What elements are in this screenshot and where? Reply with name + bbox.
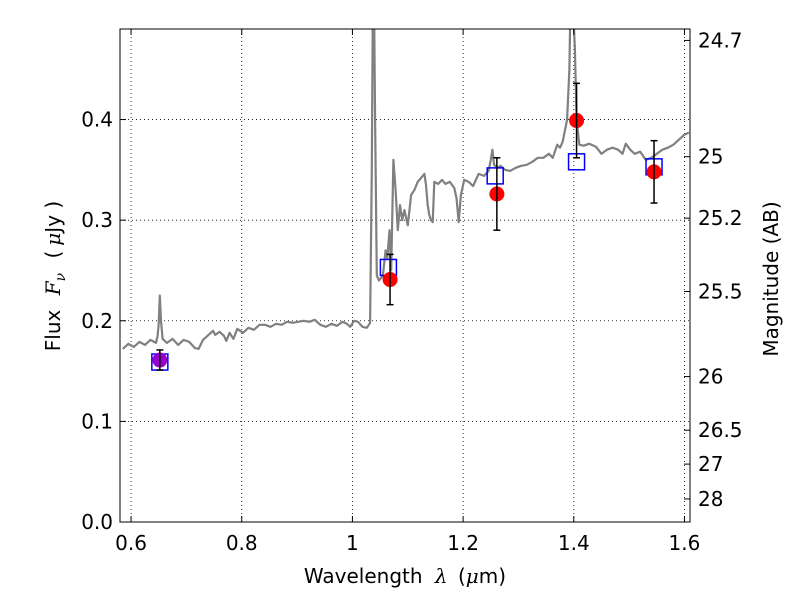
x-tick-label: 1.6 [669,531,701,555]
x-tick-label: 0.8 [226,531,258,555]
y2-tick-label: 25 [698,145,723,169]
y-tick-label: 0.3 [81,208,113,232]
grid-lines [120,29,690,523]
y-tick-label: 0.4 [81,108,113,132]
x-axis-label-unit-open: ( [458,564,466,588]
x-tick-label: 1 [346,531,359,555]
axis-ticks: 0.6 0.8 1 1.2 1.4 1.6 0.0 0.1 0.2 0.3 0.4 24.7 25 25.… [81,28,742,555]
x-tick-label: 0.6 [115,531,147,555]
y-axis-label-unit-mu: μ [41,233,65,246]
x-axis-label: Wavelength λ (μm) [304,564,506,588]
y2-tick-label: 28 [698,487,723,511]
model-photometry-square [486,167,504,185]
y-tick-label: 0.2 [81,309,113,333]
y-tick-label: 0.0 [81,510,113,534]
y-axis-label: Flux Fν ( μJy ) [41,201,70,351]
x-axis-label-symbol: λ [434,564,448,588]
y2-tick-label: 24.7 [698,28,743,52]
y2-tick-label: 26.5 [698,418,743,442]
y-axis-label-subscript: ν [53,272,69,281]
x-axis-label-main: Wavelength [304,564,423,588]
model-spectrum-layer [122,29,690,350]
y-axis-label-unit-open: ( [41,251,65,259]
y2-axis-label: Magnitude (AB) [759,201,783,356]
x-tick-label: 1.4 [558,531,590,555]
x-axis-label-unit-mu: μ [466,564,479,588]
markers-layer [151,82,663,371]
plot-frame [119,28,691,523]
x-tick-label: 1.2 [447,531,479,555]
y2-tick-label: 26 [698,365,723,389]
y-axis-label-unit-rest: Jy ) [41,201,65,235]
y-axis-label-symbol: F [41,280,65,296]
y-axis-label-main: Flux [41,309,65,351]
y2-tick-label: 27 [698,452,723,476]
model-spectrum-line [122,29,690,350]
y2-tick-label: 25.2 [698,206,743,230]
x-axis-label-unit-rest: m) [479,564,506,588]
y-tick-label: 0.1 [81,409,113,433]
y2-tick-label: 25.5 [698,279,743,303]
